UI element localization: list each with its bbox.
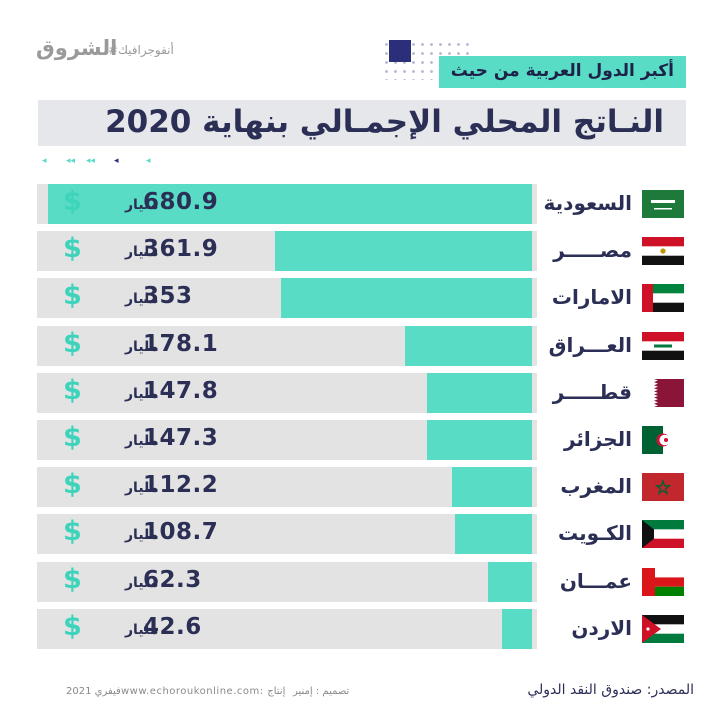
category-label: المغرب xyxy=(560,474,632,498)
chart-title: النـاتج المحلي الإجمـالي بنهاية 2020 xyxy=(105,104,664,140)
category-label: العـــراق xyxy=(548,333,632,357)
bar-track: 108.7 مليار $ xyxy=(37,514,537,554)
category-label: السعودية xyxy=(543,191,632,215)
decorative-arrow: ◂ xyxy=(42,156,47,166)
category-label: الكـويت xyxy=(557,521,632,545)
bar xyxy=(426,373,532,413)
data-label: 361.9 xyxy=(143,236,219,262)
data-label: 147.3 xyxy=(143,425,219,451)
bar-track: 62.3 مليار $ xyxy=(37,562,537,602)
unit-label: مليار xyxy=(125,197,159,213)
bar-track: 112.2 مليار $ xyxy=(37,467,537,507)
decorative-arrow: ◂◂ xyxy=(66,156,76,166)
morocco-flag-icon xyxy=(642,473,684,501)
bar-track: 147.8 مليار $ xyxy=(37,373,537,413)
dollar-icon: $ xyxy=(63,186,82,217)
bar xyxy=(280,278,532,318)
unit-label: مليار xyxy=(125,291,159,307)
publish-date: فيفري 2021 xyxy=(66,686,121,697)
unit-label: مليار xyxy=(125,575,159,591)
brand-logo: الشروق xyxy=(36,36,118,60)
bar-track: 178.1 مليار $ xyxy=(37,326,537,366)
algeria-flag-icon xyxy=(642,426,684,454)
data-label: 108.7 xyxy=(143,519,219,545)
bar-track: 361.9 مليار $ xyxy=(37,231,537,271)
category-label: الجزائر xyxy=(563,427,632,451)
kuwait-flag-icon xyxy=(642,520,684,548)
bar-track: 42.6 مليار $ xyxy=(37,609,537,649)
qatar-flag-icon xyxy=(642,379,684,407)
bar xyxy=(454,514,532,554)
bar xyxy=(405,326,532,366)
decorative-square xyxy=(389,40,411,62)
unit-label: مليار xyxy=(125,244,159,260)
unit-label: مليار xyxy=(125,433,159,449)
bar xyxy=(501,609,532,649)
data-label: 112.2 xyxy=(143,472,219,498)
bar xyxy=(452,467,532,507)
data-label: 62.3 xyxy=(143,567,202,593)
bar xyxy=(47,184,532,224)
dollar-icon: $ xyxy=(63,233,82,264)
dollar-icon: $ xyxy=(63,469,82,500)
category-label: قطـــــر xyxy=(552,380,632,404)
category-label: الامارات xyxy=(551,285,632,309)
data-label: 353 xyxy=(143,283,193,309)
data-label: 680.9 xyxy=(143,189,219,215)
bar-track: 680.9 مليار $ xyxy=(37,184,537,224)
bar-track: 147.3 مليار $ xyxy=(37,420,537,460)
chart-subtitle: أكبر الدول العربية من حيث xyxy=(438,56,686,88)
oman-flag-icon xyxy=(642,568,684,596)
data-label: 147.8 xyxy=(143,378,219,404)
dollar-icon: $ xyxy=(63,280,82,311)
unit-label: مليار xyxy=(125,527,159,543)
bar xyxy=(274,231,532,271)
uae-flag-icon xyxy=(642,284,684,312)
design-credit: تصميم : إمنير xyxy=(293,686,350,697)
dollar-icon: $ xyxy=(63,328,82,359)
decorative-arrow: ◂ xyxy=(114,156,119,166)
dollar-icon: $ xyxy=(63,422,82,453)
saudi-arabia-flag-icon xyxy=(642,190,684,218)
website-credit: www.echoroukonline.com: إنتاج xyxy=(121,686,286,697)
jordan-flag-icon xyxy=(642,615,684,643)
decorative-arrow: ◂◂ xyxy=(86,156,96,166)
data-label: 178.1 xyxy=(143,331,219,357)
dollar-icon: $ xyxy=(63,375,82,406)
source-note: المصدر: صندوق النقد الدولي xyxy=(527,682,694,698)
iraq-flag-icon xyxy=(642,332,684,360)
bar xyxy=(487,562,532,602)
bar-track: 353 مليار $ xyxy=(37,278,537,318)
bar xyxy=(427,420,532,460)
category-label: الاردن xyxy=(571,616,632,640)
hashtag-label: #أنفوجرافيك xyxy=(108,43,174,57)
unit-label: مليار xyxy=(125,339,159,355)
data-label: 42.6 xyxy=(143,614,202,640)
dollar-icon: $ xyxy=(63,564,82,595)
category-label: عمـــان xyxy=(559,569,632,593)
unit-label: مليار xyxy=(125,480,159,496)
unit-label: مليار xyxy=(125,622,159,638)
dollar-icon: $ xyxy=(63,611,82,642)
decorative-arrow: ◂ xyxy=(146,156,151,166)
title-band xyxy=(38,100,686,146)
category-label: مصـــــر xyxy=(553,238,632,262)
dollar-icon: $ xyxy=(63,516,82,547)
unit-label: مليار xyxy=(125,386,159,402)
egypt-flag-icon xyxy=(642,237,684,265)
